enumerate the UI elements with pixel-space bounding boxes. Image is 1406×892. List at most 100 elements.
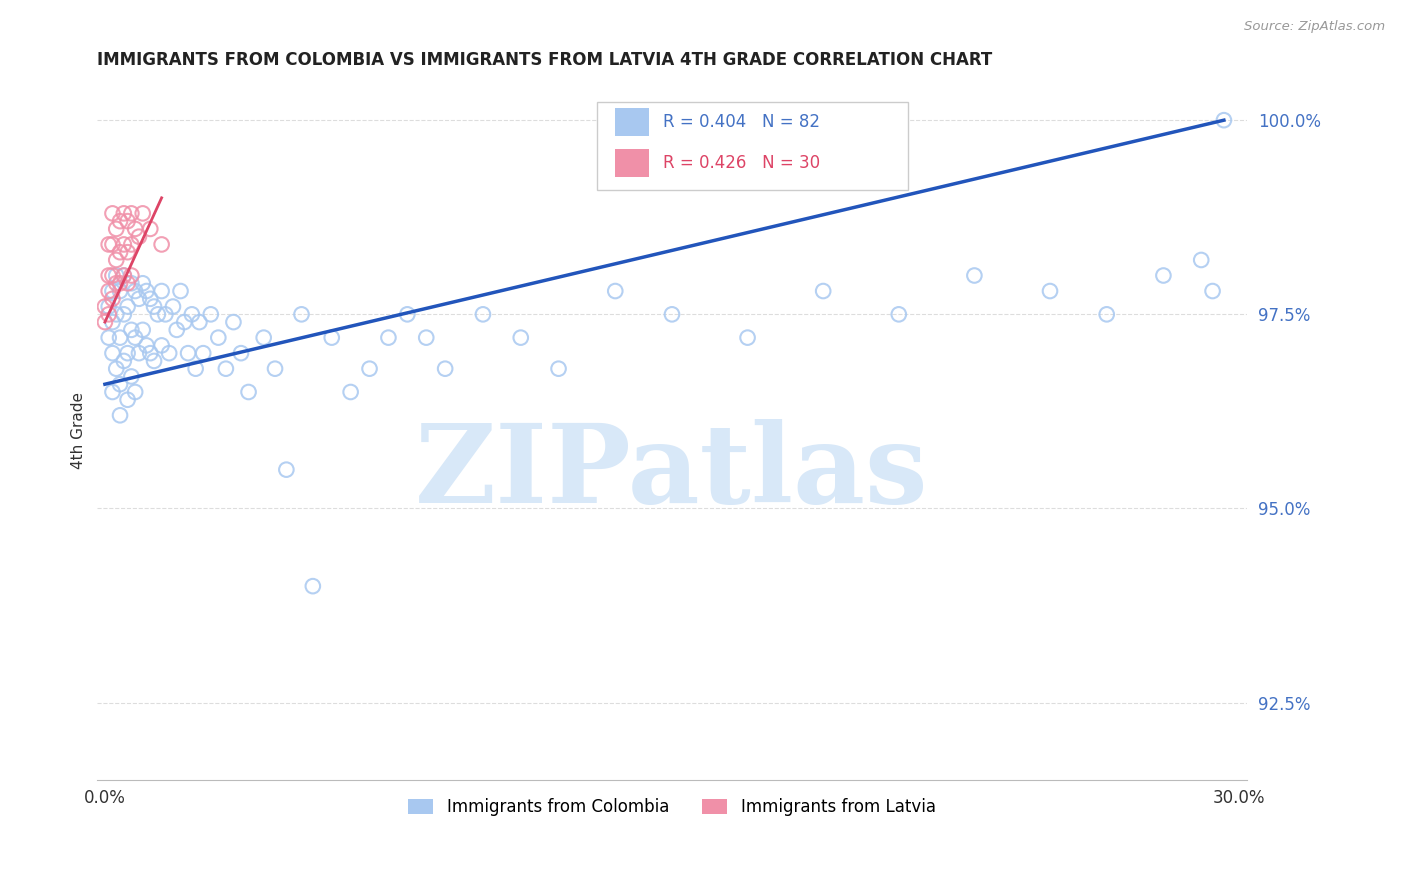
Bar [614,108,650,136]
Point [117,245,139,260]
Point [128,346,150,360]
Point [117,277,139,291]
Point [963,268,986,283]
Point [169,284,191,298]
Point [143,354,166,368]
Point [155,307,177,321]
Point [105,268,128,283]
Point [339,384,361,399]
Y-axis label: 4th Grade: 4th Grade [72,392,86,469]
Point [108,277,131,291]
Point [120,369,142,384]
Point [377,331,399,345]
Point [173,315,195,329]
Point [117,346,139,360]
Point [150,284,173,298]
Point [117,392,139,407]
Bar [614,149,650,177]
Point [215,361,238,376]
Point [101,346,124,360]
Point [276,463,298,477]
Point [1201,284,1223,298]
Point [101,384,124,399]
Point [128,229,150,244]
Point [301,579,323,593]
Point [97,284,120,298]
Point [120,206,142,220]
Point [222,315,245,329]
Point [1095,307,1118,321]
Point [101,237,124,252]
Point [207,331,229,345]
Point [415,331,437,345]
Point [605,284,627,298]
Point [97,331,120,345]
Point [253,331,276,345]
Point [229,346,252,360]
Point [661,307,683,321]
Point [264,361,287,376]
Point [396,307,419,321]
Point [177,346,200,360]
Point [120,268,142,283]
Point [1189,252,1212,267]
Point [101,315,124,329]
Text: R = 0.404   N = 82: R = 0.404 N = 82 [662,113,820,131]
Point [105,252,128,267]
Point [101,206,124,220]
Point [180,307,202,321]
Point [112,307,135,321]
Point [135,338,157,352]
Point [200,307,222,321]
Text: Source: ZipAtlas.com: Source: ZipAtlas.com [1244,20,1385,33]
Point [143,300,166,314]
Point [139,222,162,236]
Point [132,323,155,337]
Point [108,409,131,423]
Point [124,222,146,236]
Point [132,277,155,291]
Point [150,338,173,352]
Point [139,346,162,360]
Point [108,284,131,298]
Point [112,206,135,220]
Point [290,307,312,321]
Point [184,361,207,376]
Point [128,292,150,306]
Point [162,300,184,314]
Point [124,284,146,298]
Point [124,331,146,345]
Point [101,268,124,283]
Text: R = 0.426   N = 30: R = 0.426 N = 30 [662,154,820,172]
Point [101,284,124,298]
Point [135,284,157,298]
Point [112,268,135,283]
Point [509,331,531,345]
Point [1039,284,1062,298]
Point [120,277,142,291]
Point [120,237,142,252]
Point [108,377,131,392]
Text: IMMIGRANTS FROM COLOMBIA VS IMMIGRANTS FROM LATVIA 4TH GRADE CORRELATION CHART: IMMIGRANTS FROM COLOMBIA VS IMMIGRANTS F… [97,51,993,69]
Bar [598,103,907,190]
Point [321,331,343,345]
Point [112,268,135,283]
Point [188,315,211,329]
Point [359,361,381,376]
Point [108,331,131,345]
Point [105,222,128,236]
Point [434,361,457,376]
Point [105,277,128,291]
Point [108,214,131,228]
Point [811,284,834,298]
Point [238,384,260,399]
Point [101,292,124,306]
Point [193,346,215,360]
Point [737,331,759,345]
Point [108,245,131,260]
Point [97,300,120,314]
Point [471,307,494,321]
Point [94,315,117,329]
Point [117,300,139,314]
Point [105,361,128,376]
